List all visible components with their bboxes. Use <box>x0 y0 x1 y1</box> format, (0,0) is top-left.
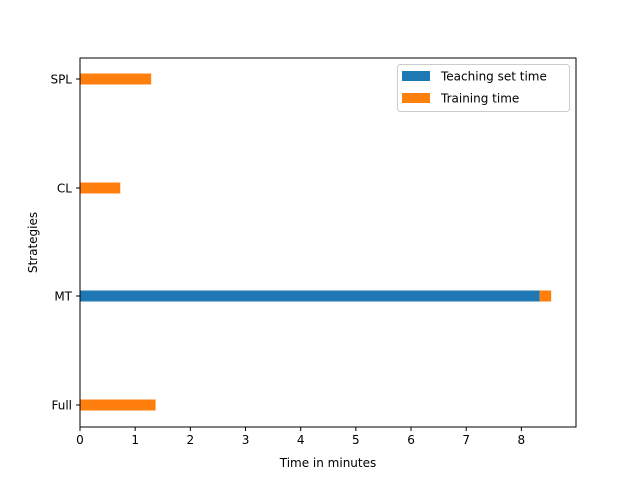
bar-training-time-cl <box>80 182 121 194</box>
legend-label: Training time <box>440 92 519 106</box>
y-axis: Full MT CL SPL <box>50 73 80 413</box>
bars-layer <box>80 73 552 411</box>
x-tick-label: 7 <box>462 433 470 447</box>
y-tick-label: CL <box>57 182 72 196</box>
legend-swatch <box>402 93 430 103</box>
x-tick-label: 8 <box>518 433 526 447</box>
x-axis: 0 1 2 3 4 5 6 7 8 <box>76 427 525 447</box>
legend-label: Teaching set time <box>440 70 547 84</box>
legend-box <box>397 64 570 112</box>
legend-swatch <box>402 71 430 81</box>
x-tick-label: 4 <box>297 433 305 447</box>
y-tick-label: SPL <box>50 73 72 87</box>
plot-frame <box>79 57 577 428</box>
bar-training-time-mt <box>539 290 552 302</box>
x-axis-label: Time in minutes <box>279 456 377 470</box>
x-tick-label: 2 <box>187 433 195 447</box>
x-tick-label: 5 <box>352 433 360 447</box>
bar-training-time-spl <box>80 73 152 85</box>
bar-training-time-full <box>80 399 156 411</box>
y-tick-label: MT <box>54 290 72 304</box>
x-tick-label: 1 <box>131 433 139 447</box>
x-tick-label: 0 <box>76 433 84 447</box>
x-tick-label: 3 <box>242 433 250 447</box>
bar-teaching-set-time-mt <box>80 290 540 302</box>
y-axis-label: Strategies <box>26 212 40 273</box>
x-tick-label: 6 <box>407 433 415 447</box>
legend: Teaching set time Training time <box>397 64 570 112</box>
y-tick-label: Full <box>51 399 72 413</box>
